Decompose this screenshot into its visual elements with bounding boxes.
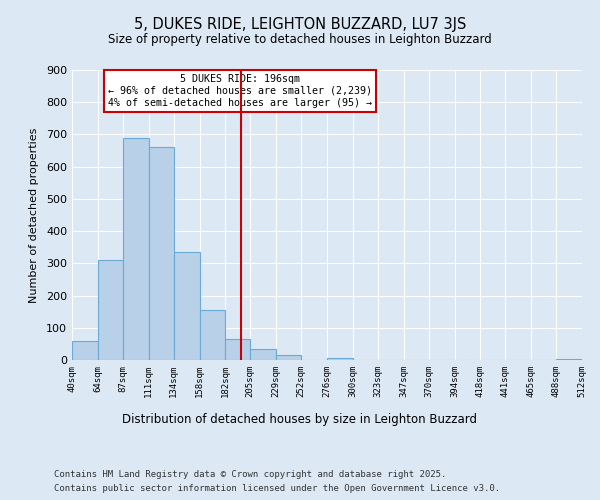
Text: Contains public sector information licensed under the Open Government Licence v3: Contains public sector information licen… <box>54 484 500 493</box>
Y-axis label: Number of detached properties: Number of detached properties <box>29 128 39 302</box>
Bar <box>276 355 301 360</box>
Bar <box>199 310 226 360</box>
Text: 5 DUKES RIDE: 196sqm
← 96% of detached houses are smaller (2,239)
4% of semi-det: 5 DUKES RIDE: 196sqm ← 96% of detached h… <box>109 74 372 108</box>
Bar <box>98 260 123 360</box>
Bar <box>327 358 353 360</box>
Bar <box>149 148 173 360</box>
Bar <box>173 252 199 360</box>
Bar <box>72 340 98 360</box>
Text: Contains HM Land Registry data © Crown copyright and database right 2025.: Contains HM Land Registry data © Crown c… <box>54 470 446 479</box>
Bar <box>556 359 582 360</box>
Text: 5, DUKES RIDE, LEIGHTON BUZZARD, LU7 3JS: 5, DUKES RIDE, LEIGHTON BUZZARD, LU7 3JS <box>134 18 466 32</box>
Text: Size of property relative to detached houses in Leighton Buzzard: Size of property relative to detached ho… <box>108 32 492 46</box>
Bar <box>226 339 250 360</box>
Bar <box>123 138 149 360</box>
Bar <box>250 348 276 360</box>
Text: Distribution of detached houses by size in Leighton Buzzard: Distribution of detached houses by size … <box>122 412 478 426</box>
